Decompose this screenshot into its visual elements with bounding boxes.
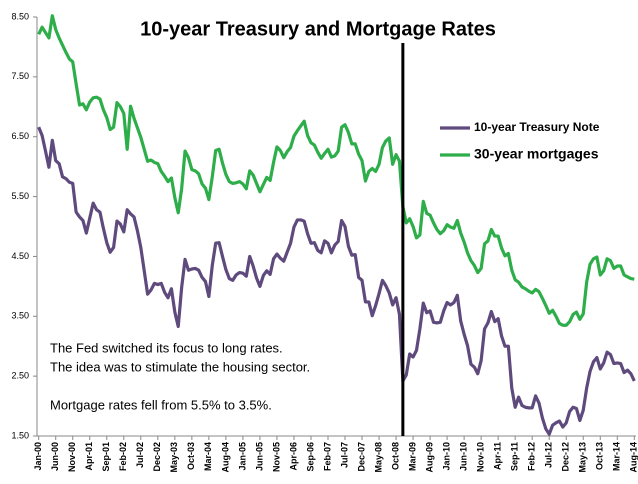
y-tick-label: 8.50 [11,11,29,21]
x-tick-label: Jun-05 [254,442,264,471]
chart-title: 10-year Treasury and Mortgage Rates [140,18,496,40]
x-tick-label: Feb-12 [527,442,537,471]
legend-label: 30-year mortgages [474,146,599,162]
x-tick-label: Mar-04 [203,442,213,471]
x-tick-label: Feb-02 [118,442,128,471]
legend-label: 10-year Treasury Note [474,120,600,134]
x-tick-label: Sep-01 [101,442,111,472]
annotation: The Fed switched its focus to long rates… [50,340,283,355]
y-tick-label: 5.50 [11,191,29,201]
y-tick-label: 7.50 [11,71,29,81]
x-tick-label: Nov-10 [476,442,486,472]
annotation: The idea was to stimulate the housing se… [50,359,310,374]
x-tick-label: Dec-07 [356,442,366,472]
x-tick-label: May-03 [169,442,179,473]
x-tick-label: Apr-11 [493,442,503,470]
x-tick-label: Dec-12 [561,442,571,472]
x-tick-label: Mar-14 [612,442,622,471]
x-tick-label: Jan-05 [237,442,247,471]
annotation: Mortgage rates fell from 5.5% to 3.5%. [50,397,272,412]
y-tick-label: 6.50 [11,131,29,141]
x-tick-label: Mar-09 [407,442,417,471]
x-tick-label: Aug-04 [220,442,230,473]
x-tick-label: Aug-09 [424,442,434,473]
x-tick-label: Sep-06 [305,442,315,472]
x-tick-label: Apr-01 [84,442,94,471]
x-tick-label: Jul-12 [544,442,554,468]
x-tick-label: Jun-10 [459,442,469,471]
y-tick-label: 3.50 [11,311,29,321]
y-tick-label: 1.50 [11,430,29,440]
x-tick-label: Jan-10 [441,442,451,471]
x-tick-label: Jul-02 [135,442,145,468]
x-tick-label: May-13 [578,442,588,473]
series-line [37,126,636,436]
x-tick-label: May-08 [373,442,383,473]
x-tick-label: Jul-07 [339,442,349,468]
x-tick-label: Jun-00 [50,442,60,471]
y-tick-label: 4.50 [11,251,29,261]
x-tick-label: Nov-05 [271,442,281,472]
x-tick-label: Feb-07 [322,442,332,471]
x-tick-label: Oct-03 [186,442,196,470]
x-tick-label: Oct-13 [595,442,605,470]
x-tick-label: Oct-08 [390,442,400,470]
x-tick-label: Aug-14 [629,442,638,473]
x-tick-label: Nov-00 [67,442,77,472]
y-tick-label: 2.50 [11,371,29,381]
x-tick-label: Apr-06 [288,442,298,471]
x-tick-label: Jan-00 [33,442,43,471]
series-line [37,14,635,327]
x-tick-label: Dec-02 [152,442,162,472]
x-tick-label: Sep-11 [510,442,520,471]
